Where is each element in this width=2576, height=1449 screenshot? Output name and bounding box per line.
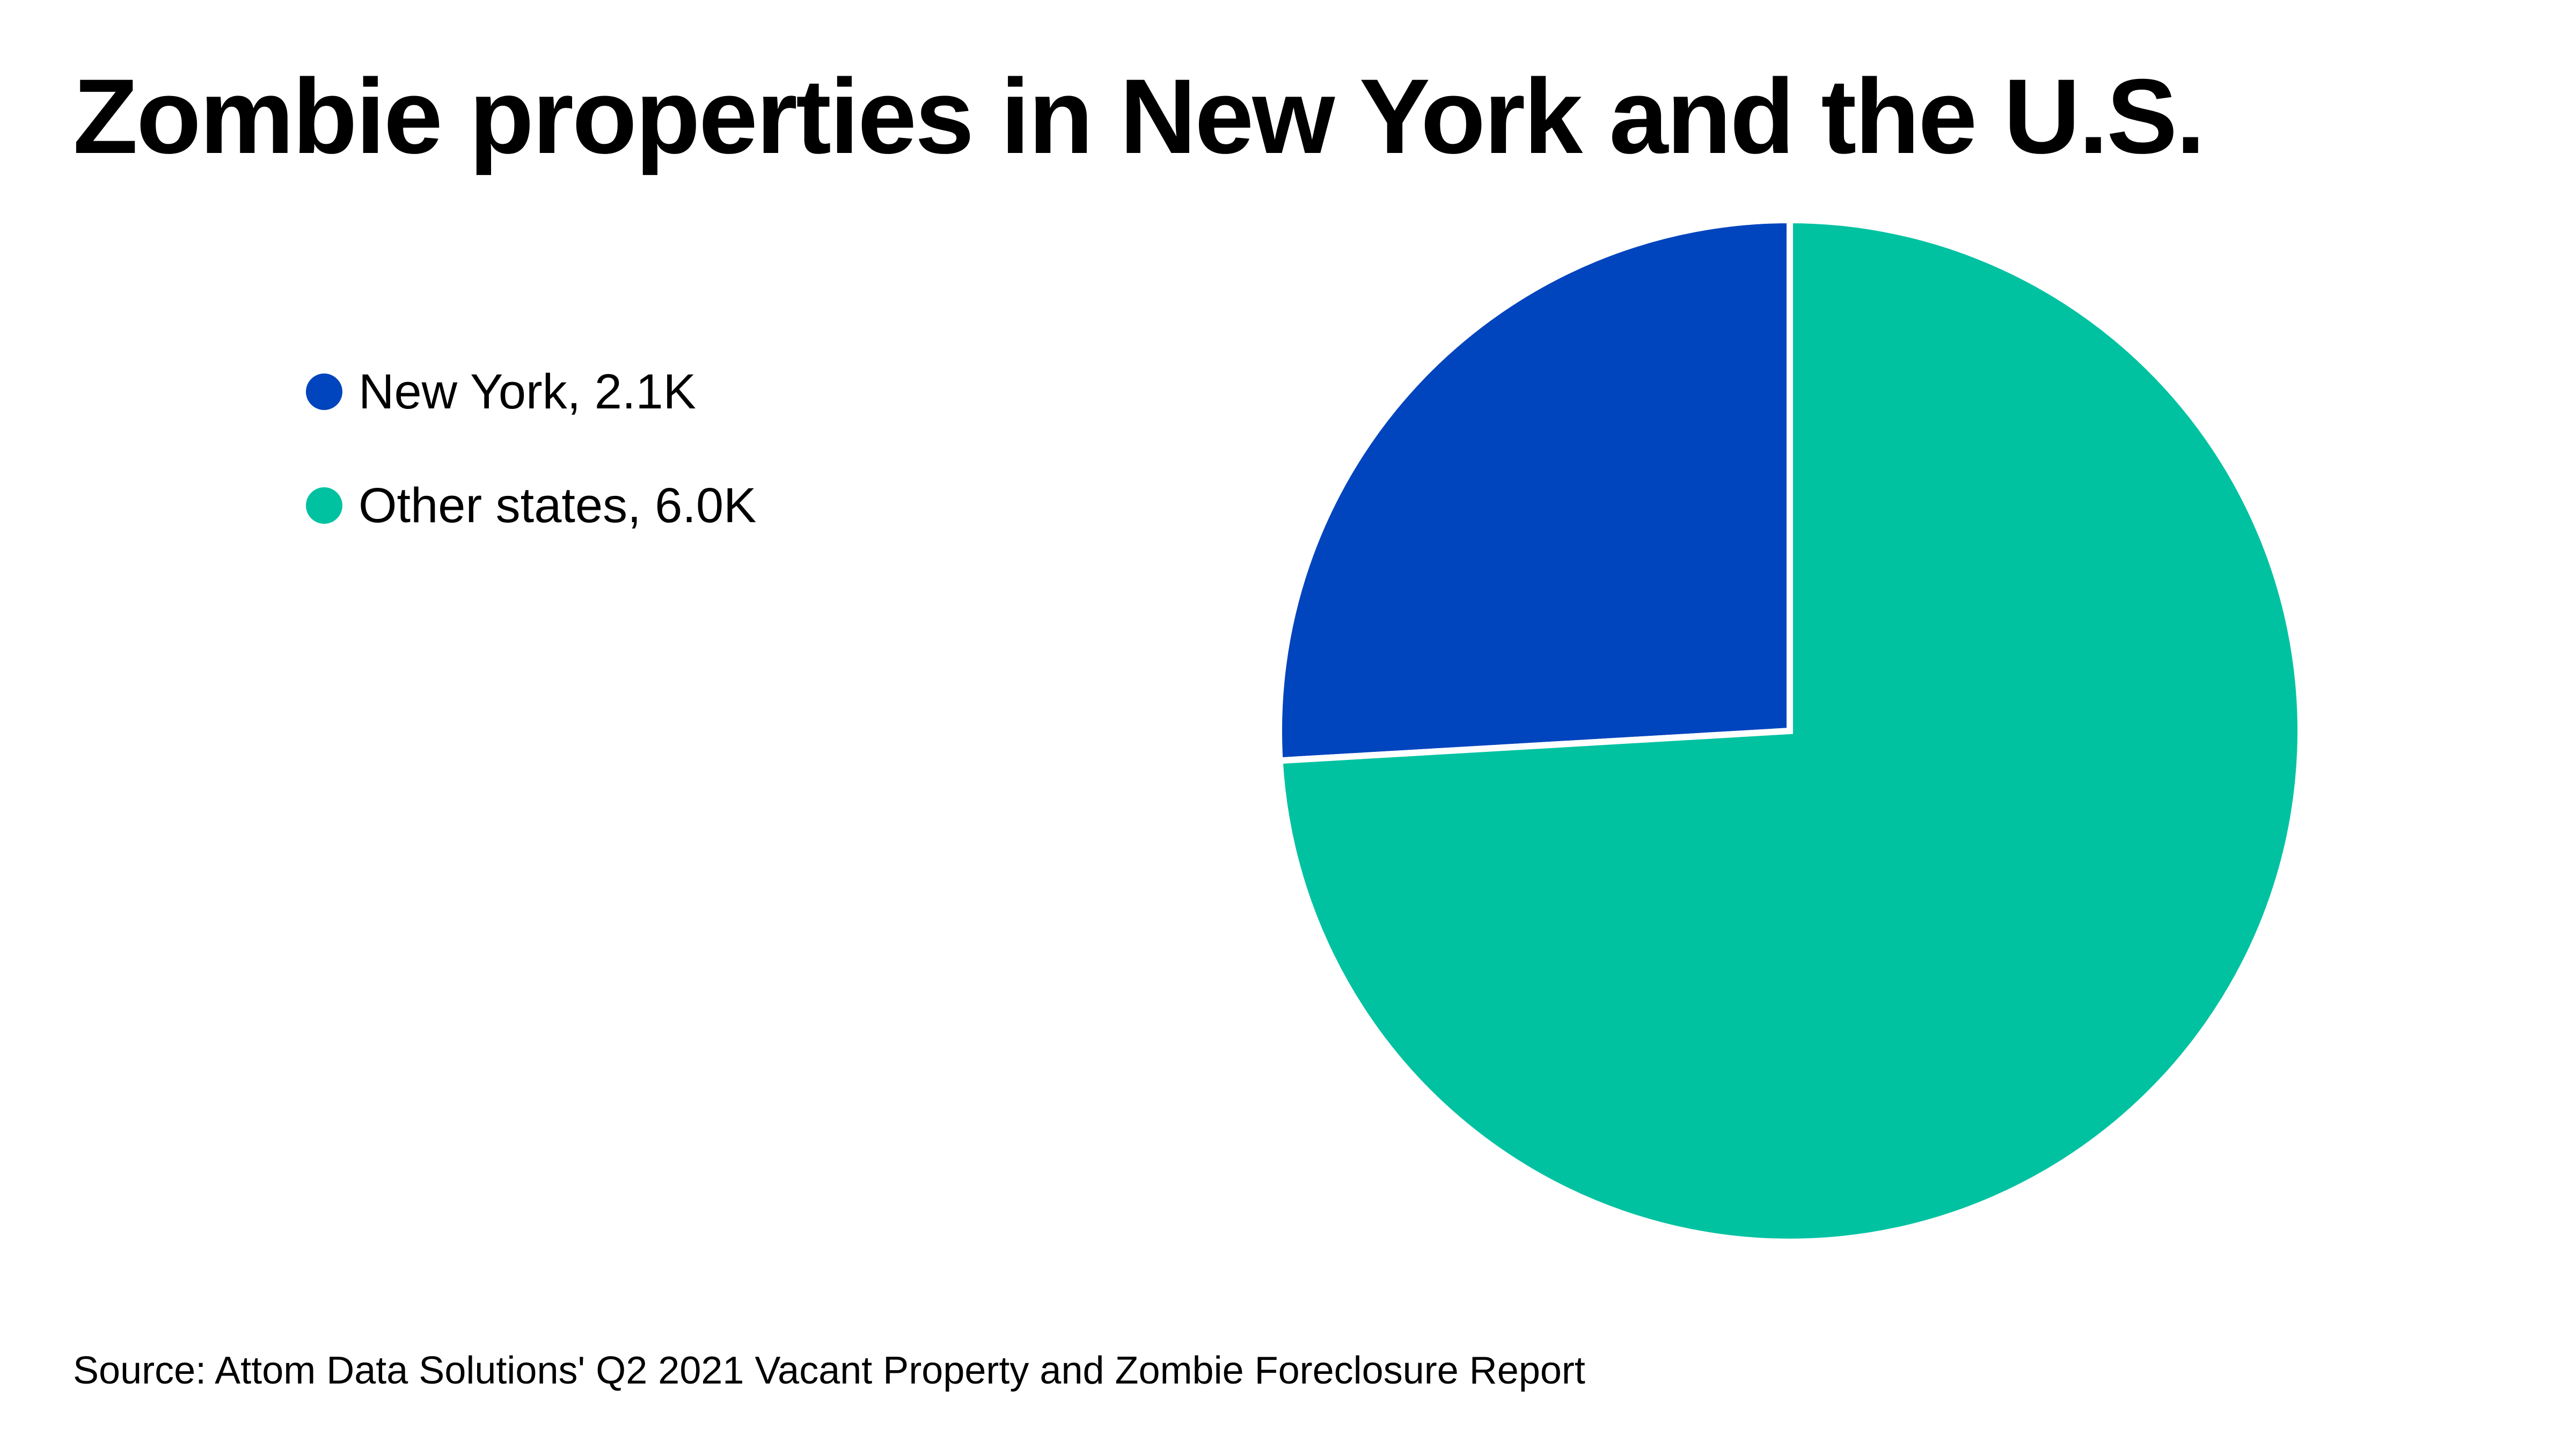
chart-title: Zombie properties in New York and the U.… — [73, 57, 2205, 175]
legend-label-new-york: New York, 2.1K — [358, 364, 697, 419]
legend: New York, 2.1K Other states, 6.0K — [306, 365, 756, 592]
source-note: Source: Attom Data Solutions' Q2 2021 Va… — [73, 1349, 1585, 1392]
legend-item-new-york: New York, 2.1K — [306, 365, 756, 419]
pie-slice-new-york — [1276, 216, 1793, 764]
legend-item-other-states: Other states, 6.0K — [306, 479, 756, 532]
legend-swatch-new-york — [306, 374, 342, 410]
pie-slice-other-states — [1276, 216, 2304, 1245]
legend-label-other-states: Other states, 6.0K — [358, 478, 757, 533]
pie-slices — [1276, 216, 2304, 1245]
legend-swatch-other-states — [306, 487, 342, 524]
